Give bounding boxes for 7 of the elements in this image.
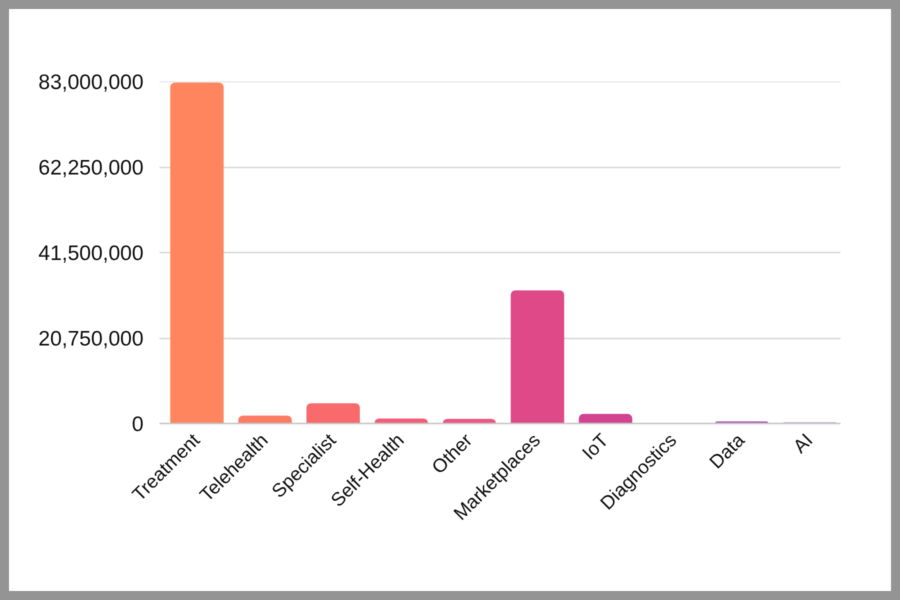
y-tick-label: 41,500,000 bbox=[38, 242, 144, 265]
y-tick-label: 62,250,000 bbox=[38, 156, 144, 180]
x-tick-label: AI bbox=[790, 430, 818, 458]
y-tick-label: 83,000,000 bbox=[38, 71, 144, 94]
y-tick-label: 20,750,000 bbox=[38, 328, 144, 350]
x-tick-label: Data bbox=[706, 430, 750, 474]
y-tick-label: 0 bbox=[132, 413, 144, 436]
